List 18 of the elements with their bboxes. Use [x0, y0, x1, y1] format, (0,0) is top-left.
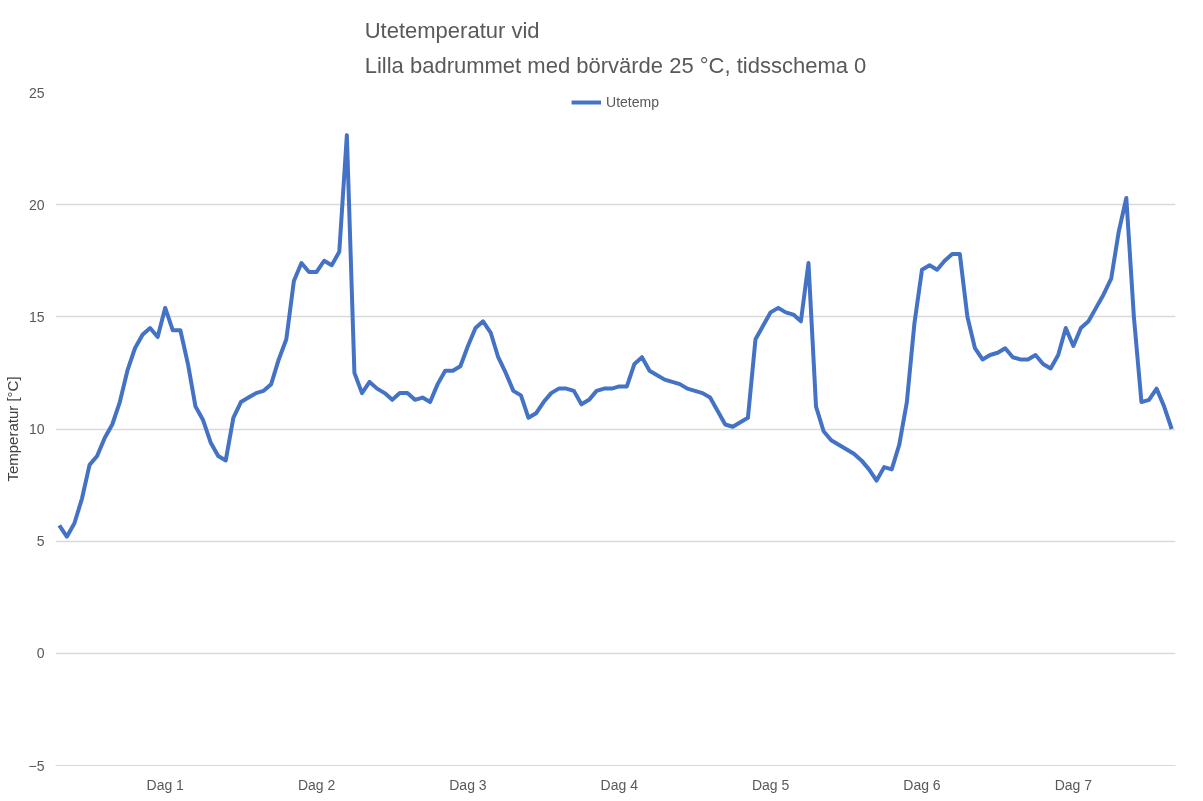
- x-tick-label: Dag 1: [146, 776, 185, 793]
- chart-title: Utetemperatur vid Lilla badrummet med börvärde 25 °C, tidsschema 0: [364, 17, 867, 78]
- y-tick-label: 25: [28, 84, 45, 101]
- y-tick-label: 10: [28, 421, 45, 437]
- x-tick-label: Dag 6: [903, 776, 941, 793]
- x-tick-label: Dag 4: [600, 776, 639, 793]
- legend-label: Utetemp: [606, 94, 659, 110]
- y-tick-label: −5: [28, 757, 45, 774]
- y-axis-title: Temperatur [°C]: [3, 376, 21, 482]
- y-tick-label: 20: [28, 196, 45, 213]
- x-tick-label: Dag 5: [751, 776, 790, 793]
- y-tick-label: 0: [36, 645, 45, 662]
- y-tick-label: 5: [36, 533, 45, 550]
- x-tick-label: Dag 3: [449, 776, 487, 793]
- x-tick-label: Dag 7: [1054, 776, 1093, 793]
- line-series: [57, 133, 1174, 539]
- y-tick-label: 15: [28, 308, 45, 325]
- x-tick-label: Dag 2: [297, 776, 336, 793]
